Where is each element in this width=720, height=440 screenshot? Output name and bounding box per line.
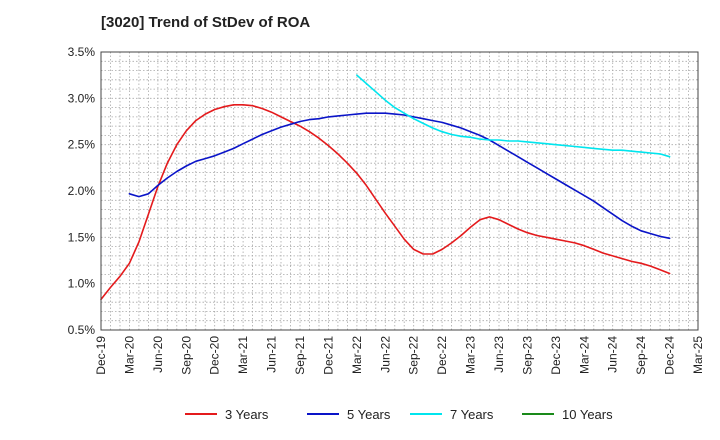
y-tick-label: 2.5% (68, 138, 96, 152)
plot-frame (100, 51, 699, 331)
series-line-7-years (356, 74, 671, 158)
x-tick-label: Jun-22 (378, 336, 392, 373)
x-tick-label: Sep-22 (407, 336, 421, 375)
x-tick-label: Mar-24 (577, 336, 591, 374)
x-tick-label: Dec-20 (208, 336, 222, 375)
legend-label-10-years: 10 Years (562, 407, 613, 422)
x-tick-label: Dec-23 (549, 336, 563, 375)
legend: 3 Years 5 Years 7 Years 10 Years (185, 407, 613, 422)
y-tick-label: 1.5% (68, 230, 96, 244)
series-lines (100, 74, 671, 301)
x-tick-label: Sep-24 (634, 336, 648, 375)
legend-label-3-years: 3 Years (225, 407, 269, 422)
x-axis-tick-labels: Dec-19 Mar-20 Jun-20 Sep-20 Dec-20 Mar-21 Jun-… (94, 336, 705, 375)
series-line-5-years (128, 112, 671, 240)
x-tick-label: Dec-21 (321, 336, 335, 375)
x-tick-label: Mar-22 (350, 336, 364, 374)
x-tick-label: Jun-24 (606, 336, 620, 373)
x-tick-label: Mar-20 (122, 336, 136, 374)
x-tick-label: Mar-25 (691, 336, 705, 374)
x-tick-label: Jun-20 (151, 336, 165, 373)
x-tick-label: Dec-22 (435, 336, 449, 375)
y-tick-label: 3.0% (68, 91, 96, 105)
legend-label-7-years: 7 Years (450, 407, 494, 422)
x-tick-label: Sep-23 (520, 336, 534, 375)
y-axis-tick-labels: 0.5% 1.0% 1.5% 2.0% 2.5% 3.0% 3.5% (68, 45, 96, 337)
x-tick-label: Sep-20 (179, 336, 193, 375)
y-tick-label: 1.0% (68, 277, 96, 291)
legend-label-5-years: 5 Years (347, 407, 391, 422)
x-tick-label: Mar-21 (236, 336, 250, 374)
y-tick-label: 2.0% (68, 184, 96, 198)
x-tick-label: Dec-24 (663, 336, 677, 375)
y-tick-label: 3.5% (68, 45, 96, 59)
x-tick-label: Mar-23 (464, 336, 478, 374)
x-tick-label: Jun-21 (265, 336, 279, 373)
series-line-3-years (100, 104, 671, 301)
x-tick-label: Sep-21 (293, 336, 307, 375)
grid-lines (101, 52, 698, 330)
y-tick-label: 0.5% (68, 323, 96, 337)
x-tick-label: Jun-23 (492, 336, 506, 373)
x-tick-label: Dec-19 (94, 336, 108, 375)
chart-title: [3020] Trend of StDev of ROA (101, 14, 311, 31)
